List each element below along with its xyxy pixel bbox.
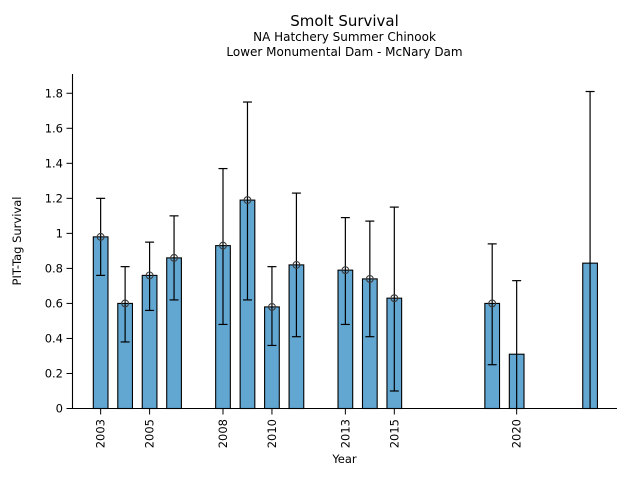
x-axis-label: Year <box>332 452 357 466</box>
point-marker-2006 <box>170 253 179 262</box>
x-tick-label-2003: 2003 <box>94 419 108 448</box>
chart-subtitle-line1: NA Hatchery Summer Chinook <box>253 30 436 44</box>
y-tick-label-0: 0 <box>56 402 63 416</box>
point-marker-2003 <box>96 232 105 241</box>
chart-title: Smolt Survival <box>290 12 399 30</box>
y-tick-label-1.2: 1.2 <box>45 191 63 205</box>
point-marker-2019 <box>488 299 497 308</box>
x-tick-label-2015: 2015 <box>387 419 401 448</box>
x-tick-label-2013: 2013 <box>338 419 352 448</box>
x-tick-label-2005: 2005 <box>143 419 157 448</box>
y-tick-label-0.4: 0.4 <box>45 331 63 345</box>
point-marker-2010 <box>267 302 276 311</box>
y-tick-label-1.6: 1.6 <box>45 121 63 135</box>
y-tick-label-1.4: 1.4 <box>45 156 63 170</box>
y-axis-label: PIT-Tag Survival <box>10 196 24 286</box>
y-tick-label-0.2: 0.2 <box>45 366 63 380</box>
point-marker-2015 <box>390 294 399 303</box>
point-marker-2005 <box>145 271 154 280</box>
y-tick-label-1: 1 <box>56 226 63 240</box>
point-marker-2011 <box>292 260 301 269</box>
point-marker-2004 <box>121 299 130 308</box>
x-tick-label-2020: 2020 <box>510 419 524 448</box>
x-tick-label-2008: 2008 <box>216 419 230 448</box>
point-marker-2009 <box>243 196 252 205</box>
chart-subtitle-line2: Lower Monumental Dam - McNary Dam <box>226 45 463 59</box>
x-tick-label-2010: 2010 <box>265 419 279 448</box>
y-tick-label-1.8: 1.8 <box>45 86 63 100</box>
y-tick-label-0.8: 0.8 <box>45 261 63 275</box>
point-marker-2008 <box>219 241 227 250</box>
point-marker-2013 <box>341 266 350 275</box>
y-tick-label-0.6: 0.6 <box>45 296 63 310</box>
point-marker-2014 <box>365 274 374 283</box>
